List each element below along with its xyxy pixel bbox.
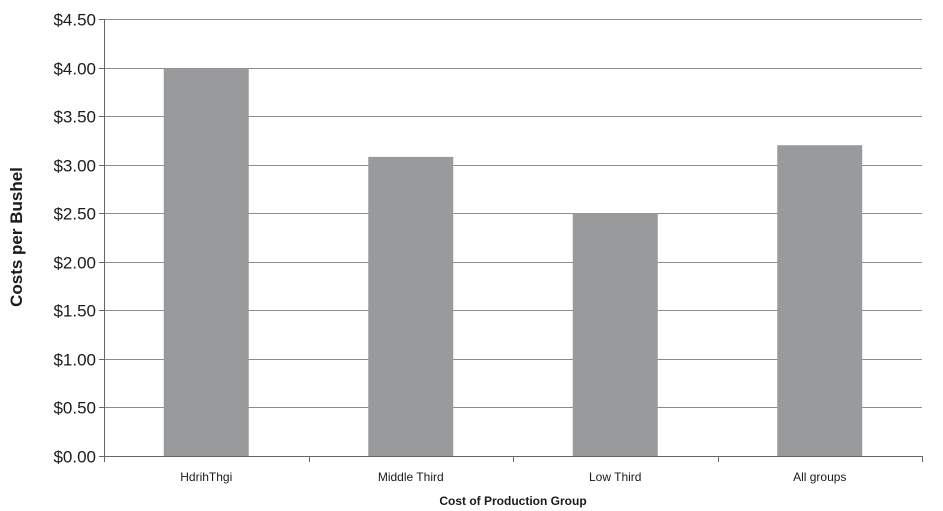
y-tick-label: $1.50 [53,302,96,321]
x-axis-label: Cost of Production Group [439,494,586,508]
y-tick-label: $3.50 [53,108,96,127]
y-tick-label: $4.50 [53,11,96,30]
bar [572,213,658,456]
bars [163,68,863,457]
y-tick-label: $3.00 [53,157,96,176]
bar [368,156,454,457]
y-axis-label: Costs per Bushel [7,167,26,307]
y-tick-label: $2.50 [53,205,96,224]
y-tick-label: $0.50 [53,399,96,418]
y-tick-label: $4.00 [53,60,96,79]
y-tick-label: $1.00 [53,351,96,370]
bar [777,145,863,456]
x-tick-labels: HdrihThgi Middle Third Low Third All groups [180,470,846,484]
x-tick-label: Low Third [589,470,641,484]
axes [99,19,923,462]
x-tick-label: HdrihThgi [180,470,232,484]
bar [163,68,249,456]
x-tick-label: All groups [793,470,846,484]
y-tick-label: $2.00 [53,254,96,273]
x-tick-label: Middle Third [378,470,444,484]
y-tick-label: $0.00 [53,448,96,467]
y-tick-labels: $0.00 $0.50 $1.00 $1.50 $2.00 $2.50 $3.00 $3.50… [53,11,96,467]
